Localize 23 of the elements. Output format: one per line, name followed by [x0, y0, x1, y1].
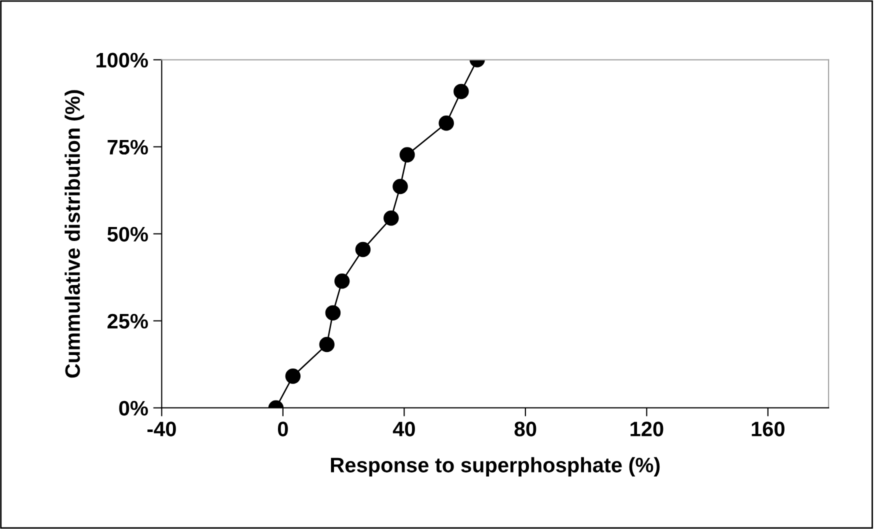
- point: [285, 368, 301, 384]
- y-tick-label: 50%: [107, 226, 148, 242]
- point: [355, 242, 371, 258]
- y-axis-title: Cummulative distribution (%): [64, 90, 84, 378]
- x-axis-title: Response to superphosphate (%): [331, 457, 660, 477]
- point: [334, 274, 350, 289]
- y-tick-label: 100%: [96, 52, 148, 68]
- x-tick-label: -40: [147, 422, 176, 436]
- x-tick-label: 40: [392, 422, 415, 436]
- y-tick-label: 75%: [108, 140, 148, 155]
- point: [454, 84, 469, 100]
- x-tick-label: 160: [752, 422, 784, 436]
- y-tick-label: 25%: [108, 314, 148, 329]
- point: [438, 115, 454, 131]
- x-tick-label: 0: [278, 422, 288, 436]
- x-tick-label: 120: [630, 422, 664, 436]
- point: [319, 336, 335, 352]
- point: [325, 305, 341, 320]
- point: [400, 147, 415, 162]
- point: [384, 210, 399, 226]
- point: [392, 178, 408, 194]
- x-tick-label: 80: [514, 422, 536, 436]
- y-tick-label: 0%: [119, 400, 148, 416]
